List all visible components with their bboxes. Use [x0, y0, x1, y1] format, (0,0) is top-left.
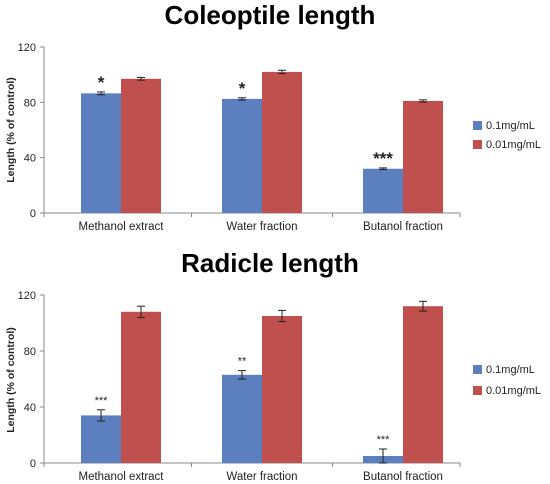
- legend-swatch-1: [473, 140, 482, 149]
- legend-swatch-1: [473, 386, 482, 395]
- category-label: Butanol fraction: [363, 471, 443, 483]
- significance-label: ***: [95, 395, 109, 407]
- legend-swatch-0: [473, 365, 482, 374]
- category-label: Water fraction: [226, 221, 297, 233]
- category-label: Methanol extract: [78, 471, 164, 483]
- bar: [403, 306, 443, 463]
- legend-label-0: 0.1mg/mL: [486, 364, 535, 376]
- y-tick-label: 120: [18, 42, 36, 54]
- y-tick-label: 120: [18, 290, 36, 302]
- bar: [81, 415, 121, 463]
- category-label: Methanol extract: [78, 221, 164, 233]
- bar: [262, 316, 302, 463]
- y-axis-label: Length (% of control): [5, 77, 17, 183]
- chart-title: Coleoptile length: [165, 0, 376, 30]
- coleoptile-chart: Coleoptile length Length (% of control) …: [5, 0, 541, 233]
- legend-label-0: 0.1mg/mL: [486, 120, 535, 132]
- significance-label: ***: [373, 149, 393, 168]
- y-tick-label: 80: [24, 97, 36, 109]
- bar: [81, 93, 121, 213]
- bar: [403, 100, 443, 213]
- legend-label-1: 0.01mg/mL: [486, 139, 541, 151]
- y-axis-label: Length (% of control): [5, 327, 17, 433]
- category-label: Butanol fraction: [363, 221, 443, 233]
- radicle-chart: Radicle length Length (% of control) 0 40…: [5, 248, 541, 483]
- plot-area: 0 40 80 120 Methanol extract Water fraction Bu…: [18, 42, 461, 233]
- y-tick-label: 0: [30, 208, 36, 220]
- bar: [121, 78, 161, 213]
- bar: [121, 311, 161, 463]
- plot-area: 0 40 80 120 Methanol extract Water fraction Bu…: [18, 290, 461, 483]
- y-tick-label: 80: [24, 346, 36, 358]
- significance-label: *: [239, 79, 246, 98]
- significance-label: *: [98, 73, 105, 92]
- chart-title: Radicle length: [181, 248, 359, 278]
- y-tick-label: 40: [24, 153, 36, 165]
- significance-label: ***: [377, 434, 391, 446]
- legend-swatch-0: [473, 121, 482, 130]
- significance-label: **: [238, 356, 247, 368]
- y-tick-label: 0: [30, 458, 36, 470]
- bar: [262, 71, 302, 214]
- bar: [222, 98, 262, 213]
- legend: 0.1mg/mL 0.01mg/mL: [473, 120, 541, 151]
- legend: 0.1mg/mL 0.01mg/mL: [473, 364, 541, 397]
- legend-label-1: 0.01mg/mL: [486, 385, 541, 397]
- bar: [363, 168, 403, 213]
- bar: [222, 374, 262, 463]
- category-label: Water fraction: [226, 471, 297, 483]
- y-tick-label: 40: [24, 402, 36, 414]
